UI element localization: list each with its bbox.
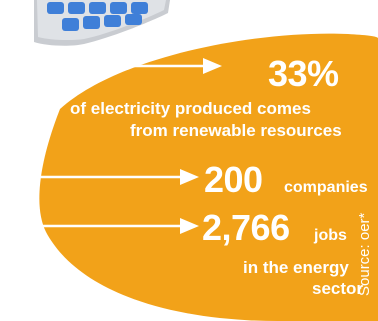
arrow-right-icon — [0, 169, 199, 185]
stat-value-jobs: 2,766 — [202, 207, 290, 248]
orange-blob — [39, 33, 378, 321]
stat-value-percent: 33% — [268, 53, 339, 94]
arrow-right-icon — [0, 58, 222, 74]
stat-description-line: in the energy — [243, 258, 349, 277]
stat-value-companies: 200 — [204, 159, 263, 200]
stat-description-line: from renewable resources — [130, 121, 342, 140]
source-credit: Source: oer* — [356, 212, 373, 296]
stat-description-line: of electricity produced comes — [70, 99, 311, 118]
stat-unit-jobs: jobs — [314, 227, 347, 244]
stat-description-line: sector — [312, 279, 364, 298]
arrow-right-icon — [0, 218, 199, 234]
solar-panel-icon — [34, 0, 170, 46]
stat-unit-companies: companies — [284, 179, 368, 196]
